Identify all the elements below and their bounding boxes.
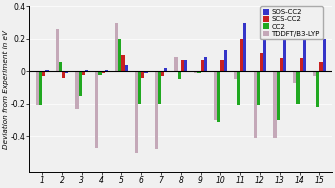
Bar — [79, 71, 82, 96]
Bar — [175, 57, 178, 71]
Bar — [158, 71, 161, 104]
Bar — [303, 39, 306, 71]
Bar — [263, 31, 266, 71]
Bar — [194, 71, 197, 73]
Bar — [85, 70, 88, 71]
Bar — [95, 71, 98, 148]
Bar — [141, 71, 144, 78]
Bar — [280, 58, 283, 71]
Bar — [121, 55, 125, 71]
Bar — [283, 36, 286, 71]
Bar — [217, 71, 220, 122]
Bar — [204, 57, 207, 71]
Bar — [135, 71, 138, 152]
Y-axis label: Deviation from Experiment in eV: Deviation from Experiment in eV — [3, 30, 9, 149]
Bar — [98, 71, 102, 74]
Bar — [323, 39, 326, 71]
Bar — [59, 61, 62, 71]
Bar — [257, 71, 260, 105]
Bar — [161, 71, 164, 76]
Bar — [56, 29, 59, 71]
Bar — [82, 71, 85, 74]
Bar — [155, 71, 158, 149]
Bar — [254, 71, 257, 138]
Bar — [42, 71, 45, 76]
Bar — [118, 39, 121, 71]
Bar — [313, 71, 316, 76]
Bar — [277, 71, 280, 120]
Bar — [214, 71, 217, 120]
Bar — [319, 61, 323, 71]
Bar — [201, 60, 204, 71]
Bar — [105, 70, 108, 71]
Bar — [243, 23, 247, 71]
Bar — [184, 60, 187, 71]
Bar — [75, 71, 79, 109]
Bar — [39, 71, 42, 105]
Bar — [293, 71, 296, 83]
Bar — [102, 71, 105, 73]
Bar — [144, 71, 147, 73]
Bar — [273, 71, 277, 138]
Bar — [138, 71, 141, 104]
Bar — [237, 71, 240, 105]
Bar — [65, 71, 68, 73]
Bar — [299, 58, 303, 71]
Bar — [62, 71, 65, 78]
Bar — [125, 65, 128, 71]
Bar — [197, 71, 201, 73]
Bar — [181, 60, 184, 71]
Bar — [316, 71, 319, 107]
Bar — [178, 71, 181, 79]
Bar — [240, 39, 243, 71]
Bar — [223, 50, 227, 71]
Bar — [164, 68, 167, 71]
Bar — [260, 53, 263, 71]
Bar — [36, 71, 39, 105]
Legend: SOS-CC2, SCS-CC2, CC2, TDDFT/B3-LYP: SOS-CC2, SCS-CC2, CC2, TDDFT/B3-LYP — [260, 6, 323, 39]
Bar — [234, 71, 237, 79]
Bar — [220, 60, 223, 71]
Bar — [45, 70, 49, 71]
Bar — [115, 23, 118, 71]
Bar — [296, 71, 299, 104]
